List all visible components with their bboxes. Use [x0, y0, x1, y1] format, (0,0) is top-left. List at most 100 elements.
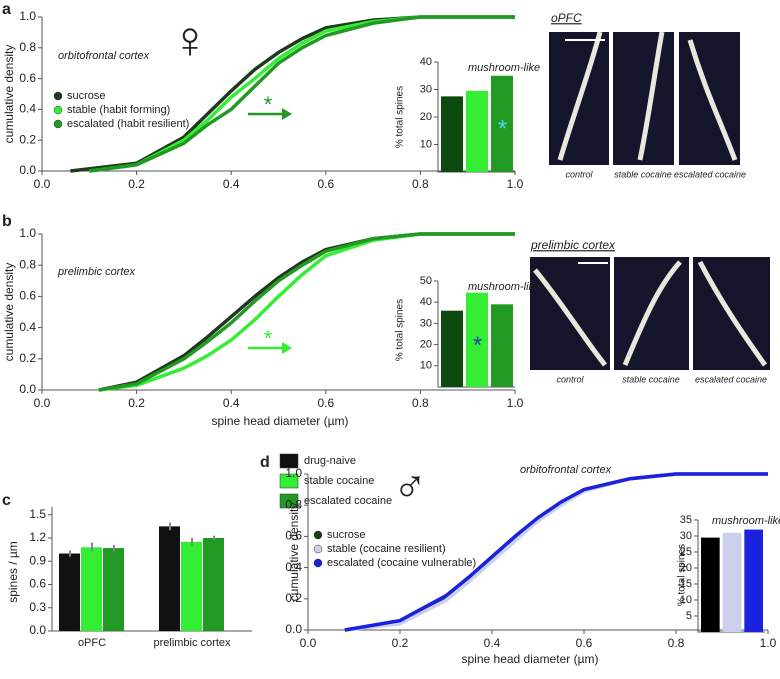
legend-swatch — [53, 91, 63, 101]
legend-label: escalated cocaine — [304, 495, 392, 507]
image-caption: control — [556, 374, 584, 384]
y-tick-label: 0.6 — [29, 577, 46, 591]
x-axis-label: spine head diameter (µm) — [462, 652, 599, 666]
y-tick-label: 1.0 — [19, 226, 36, 240]
y-tick-label: 15 — [680, 578, 692, 590]
y-tick-label: 0.2 — [19, 132, 36, 146]
image-caption: escalated cocaine — [674, 169, 746, 179]
bar — [441, 310, 463, 387]
y-tick-label: 0.2 — [285, 591, 302, 605]
legend-swatch — [53, 119, 63, 129]
y-tick-label: 5 — [686, 610, 692, 622]
region-label: orbitofrontal cortex — [58, 50, 150, 62]
y-tick-label: 0.0 — [285, 622, 302, 636]
legend-swatch — [279, 493, 299, 509]
legend-swatch — [313, 530, 323, 540]
y-tick-label: 1.0 — [285, 466, 302, 480]
legend-swatch — [279, 473, 299, 489]
y-tick-label: 0.3 — [29, 600, 46, 614]
bar — [701, 537, 720, 632]
y-tick-label: 0.0 — [19, 163, 36, 177]
inset-title: mushroom-like — [468, 281, 540, 293]
shift-arrowhead — [282, 342, 292, 354]
y-axis-label: cumulative density — [287, 503, 301, 602]
y-tick-label: 0.6 — [19, 71, 36, 85]
sex-symbol: ♂ — [393, 460, 428, 512]
x-tick-label: 0.4 — [484, 636, 501, 650]
axes — [437, 281, 515, 388]
bar — [203, 538, 224, 631]
bar — [59, 553, 80, 631]
y-tick-label: 10 — [680, 594, 692, 606]
image-caption: stable cocaine — [622, 374, 680, 384]
cdf-line — [98, 232, 515, 392]
x-tick-label: 0.6 — [576, 636, 593, 650]
y-tick-label: 0.6 — [285, 529, 302, 543]
legend-label: sucrose — [327, 529, 366, 541]
bar — [441, 96, 463, 172]
x-tick-label: 1.0 — [760, 636, 777, 650]
y-tick-label: 0.4 — [19, 320, 36, 334]
micrographs — [530, 31, 770, 370]
region-label: orbitofrontal cortex — [520, 464, 612, 476]
y-tick-label: 20 — [680, 562, 692, 574]
image-title: prelimbic cortex — [530, 238, 616, 252]
x-tick-label: 1.0 — [507, 396, 524, 410]
x-tick-label: 0.0 — [34, 177, 51, 191]
image-caption: stable cocaine — [614, 169, 672, 179]
panel-label: d — [260, 454, 270, 471]
legend-label: escalated (habit resilient) — [67, 118, 189, 130]
bar — [181, 541, 202, 631]
image-title: oPFC — [551, 11, 582, 25]
y-tick-label: 0.4 — [285, 560, 302, 574]
x-tick-label: 0.6 — [317, 396, 334, 410]
bar — [159, 526, 180, 631]
y-tick-label: 40 — [420, 56, 432, 68]
y-tick-label: 0.8 — [285, 497, 302, 511]
legend-label: stable (habit forming) — [67, 104, 170, 116]
y-tick-label: 0.0 — [19, 382, 36, 396]
image-caption: escalated cocaine — [695, 374, 767, 384]
y-axis-label: cumulative density — [2, 45, 16, 144]
legend-swatch — [279, 453, 299, 469]
x-tick-label: 0.2 — [128, 177, 145, 191]
x-tick-label: prelimbic cortex — [153, 637, 231, 649]
y-tick-label: 0.6 — [19, 289, 36, 303]
bar — [744, 529, 763, 632]
legend-swatch — [53, 105, 63, 115]
legend-label: stable cocaine — [304, 475, 374, 487]
legend-swatch — [313, 558, 323, 568]
significance-star: * — [264, 92, 273, 117]
inset-title: mushroom-like — [712, 515, 780, 527]
panel-label: b — [2, 213, 12, 230]
x-tick-label: 0.6 — [317, 177, 334, 191]
bar — [491, 75, 513, 172]
x-tick-label: 0.2 — [392, 636, 409, 650]
bar — [81, 547, 102, 631]
significance-star: * — [498, 116, 507, 143]
y-axis-label: cumulative density — [2, 263, 16, 362]
significance-star: * — [264, 326, 273, 351]
y-tick-label: 40 — [420, 296, 432, 308]
region-label: prelimbic cortex — [57, 266, 136, 278]
y-axis-label: % total spines — [395, 299, 406, 361]
y-tick-label: 0.9 — [29, 553, 46, 567]
y-tick-label: 35 — [680, 514, 692, 526]
x-tick-label: 0.8 — [412, 396, 429, 410]
x-tick-label: 0.4 — [223, 396, 240, 410]
x-tick-label: 0.8 — [668, 636, 685, 650]
x-tick-label: 0.4 — [223, 177, 240, 191]
y-tick-label: 0.2 — [19, 351, 36, 365]
y-tick-label: 25 — [680, 546, 692, 558]
y-tick-label: 10 — [420, 138, 432, 150]
cdf-line — [89, 15, 515, 173]
axes — [437, 62, 515, 173]
sex-symbol: ♀ — [171, 12, 210, 70]
cdf-line — [344, 472, 768, 632]
x-tick-label: 0.8 — [412, 177, 429, 191]
x-tick-label: 0.0 — [34, 396, 51, 410]
legend-label: escalated (cocaine vulnerable) — [327, 557, 476, 569]
y-tick-label: 30 — [420, 83, 432, 95]
legend-label: stable (cocaine resilient) — [327, 543, 446, 555]
